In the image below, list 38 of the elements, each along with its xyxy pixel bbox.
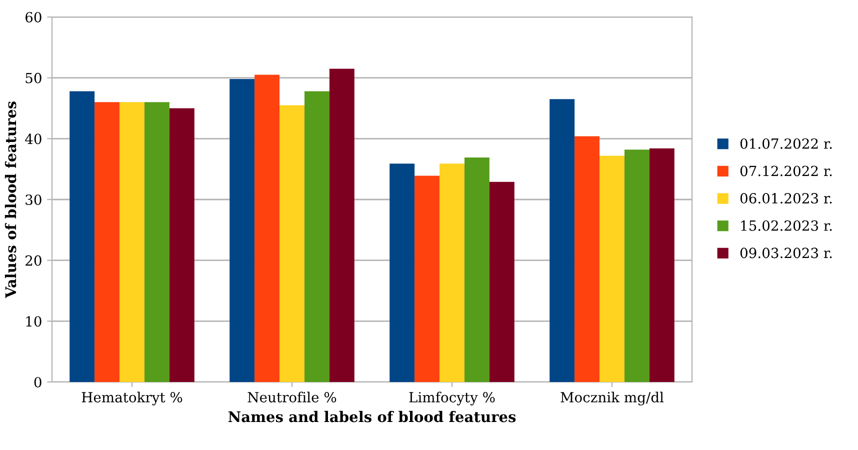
bar bbox=[94, 102, 120, 382]
y-tick-label: 0 bbox=[34, 376, 42, 388]
y-tick-label: 20 bbox=[26, 255, 42, 266]
bar bbox=[120, 102, 144, 382]
legend-label: 09.03.2023 r. bbox=[740, 248, 832, 258]
legend-label: 01.07.2022 r. bbox=[740, 138, 832, 149]
bar bbox=[489, 182, 514, 382]
bar bbox=[464, 158, 490, 382]
bar bbox=[70, 91, 95, 382]
bar bbox=[329, 68, 354, 382]
y-tick-label: 60 bbox=[26, 12, 42, 22]
bar bbox=[144, 102, 170, 382]
bar bbox=[304, 91, 330, 382]
x-tick-label: Hematokryt % bbox=[82, 392, 182, 406]
y-tick-label: 40 bbox=[25, 134, 42, 144]
bar bbox=[624, 150, 650, 382]
y-tick-label: 10 bbox=[26, 316, 42, 327]
bar bbox=[414, 176, 440, 382]
bar bbox=[169, 108, 194, 382]
x-axis-title: Names and labels of blood features bbox=[228, 410, 516, 422]
x-tick-label: Mocznik mg/dl bbox=[560, 392, 664, 406]
y-axis-title: Values of blood features bbox=[4, 102, 16, 298]
x-tick-label: Limfocyty % bbox=[409, 392, 495, 406]
bar bbox=[230, 79, 255, 382]
bar bbox=[649, 148, 674, 382]
bar bbox=[254, 74, 280, 382]
bar bbox=[550, 99, 575, 382]
legend-label: 07.12.2022 r. bbox=[740, 166, 832, 176]
y-tick-label: 30 bbox=[26, 194, 42, 205]
legend-label: 06.01.2023 r. bbox=[740, 193, 832, 204]
bar bbox=[440, 164, 464, 382]
legend-label: 15.02.2023 r. bbox=[741, 220, 832, 231]
bar bbox=[574, 136, 600, 382]
bar bbox=[600, 156, 624, 382]
bar bbox=[390, 164, 415, 382]
y-tick-label: 50 bbox=[26, 72, 42, 84]
x-tick-label: Neutrofile % bbox=[248, 392, 336, 402]
bar bbox=[280, 105, 304, 382]
